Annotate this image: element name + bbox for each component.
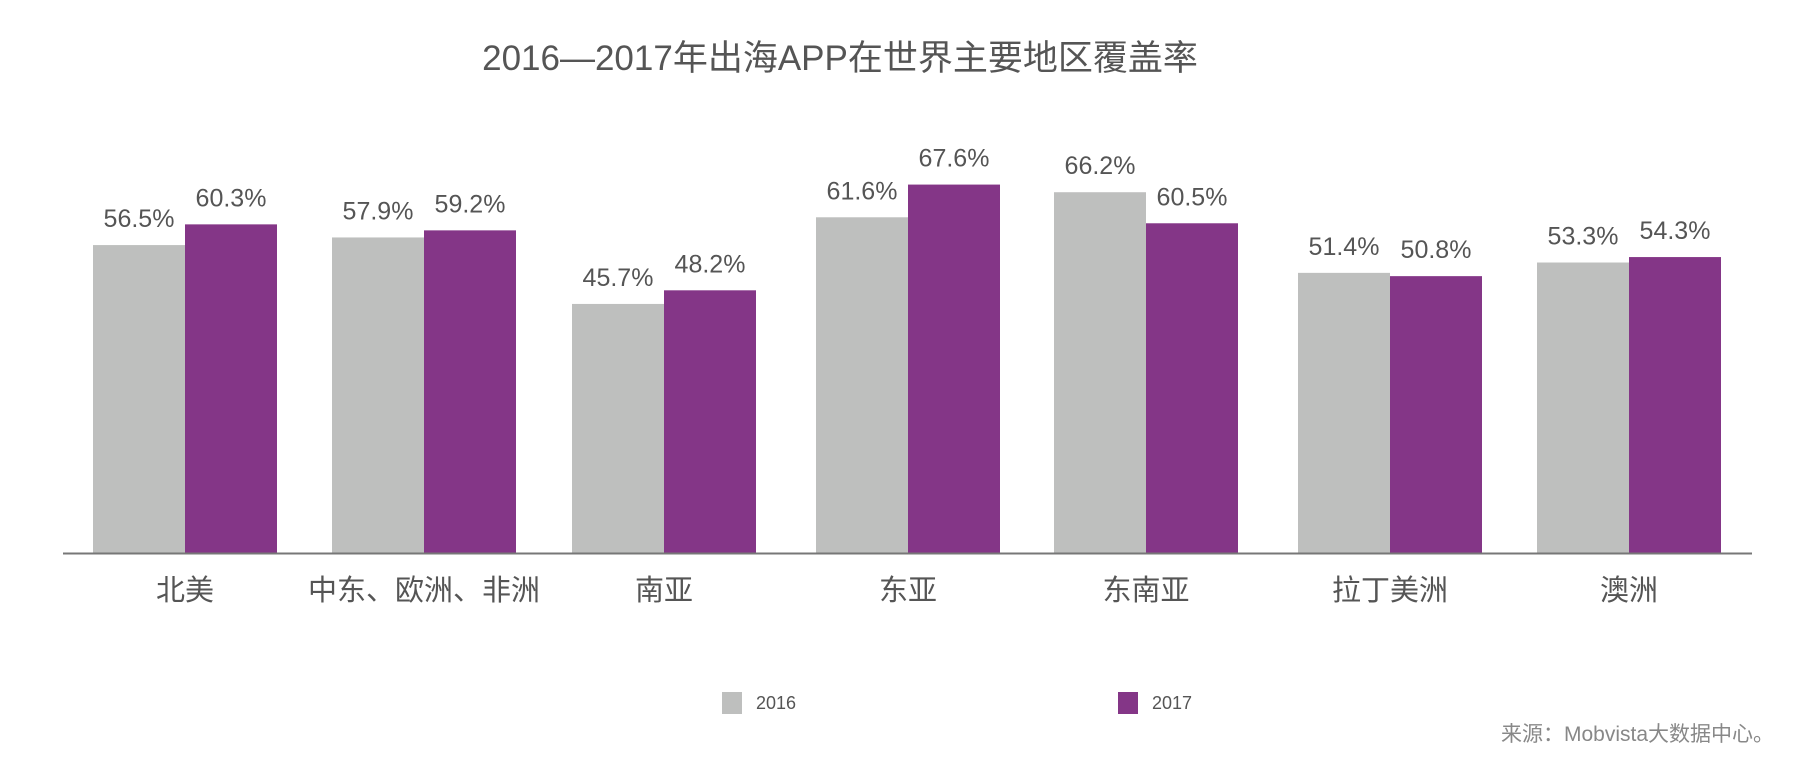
legend-swatch-2017 [1118,692,1138,714]
bar-2016 [332,237,424,553]
data-label: 48.2% [675,250,746,278]
data-label: 61.6% [827,177,898,205]
bar-2016 [816,217,908,553]
data-label: 59.2% [435,190,506,218]
data-label: 57.9% [343,197,414,225]
data-label: 51.4% [1309,233,1380,261]
legend-label-2017: 2017 [1152,692,1193,713]
legend-item-2016: 2016 [722,692,796,714]
bar-2016 [1054,192,1146,553]
bar-2017 [908,184,1000,553]
category-label: 东南亚 [1102,574,1189,607]
data-label: 53.3% [1548,223,1619,251]
category-label: 澳洲 [1600,574,1658,607]
data-label: 60.5% [1157,183,1228,211]
bar-2016 [93,245,185,553]
legend-swatch-2016 [722,692,742,714]
data-label: 54.3% [1640,217,1711,245]
bar-2016 [1537,262,1629,553]
data-label: 67.6% [919,145,990,173]
data-label: 60.3% [196,184,267,212]
category-label: 拉丁美洲 [1332,574,1448,607]
bar-2017 [1146,223,1238,553]
source-note: 来源：Mobvista大数据中心。 [1500,723,1774,746]
category-label: 南亚 [635,574,693,607]
data-label: 66.2% [1065,152,1136,180]
legend-item-2017: 2017 [1118,692,1192,714]
legend-label-2016: 2016 [756,692,797,713]
bar-2017 [664,290,756,553]
bar-2017 [1390,276,1482,553]
bar-2016 [572,303,664,553]
bar-2017 [185,224,277,554]
category-label: 北美 [156,574,214,607]
chart-title: 2016—2017年出海APP在世界主要地区覆盖率 [482,39,1198,78]
data-label: 50.8% [1401,236,1472,264]
data-label: 45.7% [583,264,654,292]
bar-2017 [424,230,516,554]
data-label: 56.5% [104,205,175,233]
category-label: 中东、欧洲、非洲 [308,574,540,607]
bar-2017 [1629,257,1721,553]
bar-2016 [1298,272,1390,553]
category-label: 东亚 [879,574,937,607]
